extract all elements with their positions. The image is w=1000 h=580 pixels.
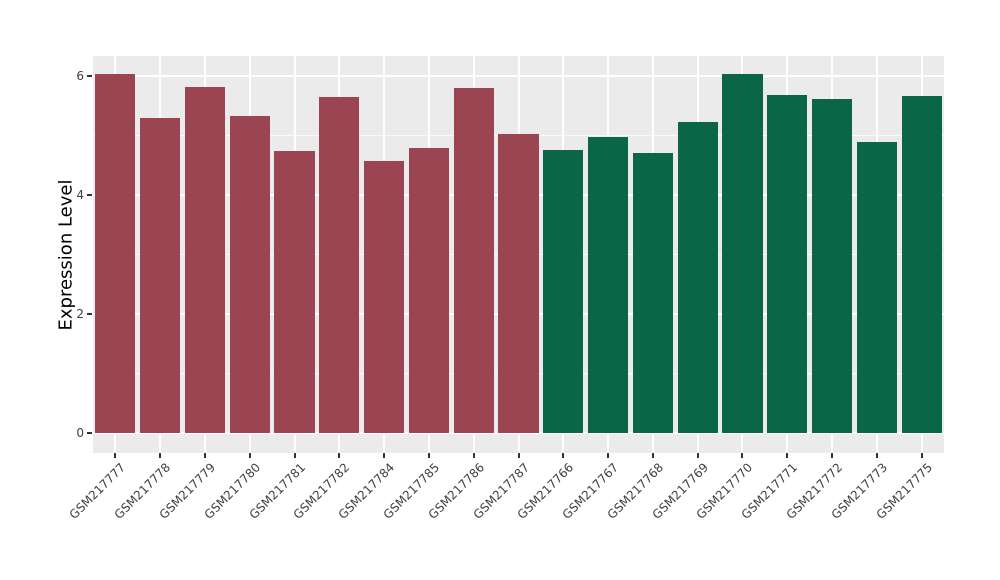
y-tick-label-4: 4 — [76, 188, 84, 202]
x-tick-mark-GSM217784 — [383, 453, 386, 458]
y-tick-label-0: 0 — [76, 426, 84, 440]
bar-GSM217773 — [856, 142, 897, 433]
x-tick-mark-GSM217771 — [786, 453, 789, 458]
bar-GSM217781 — [274, 151, 315, 433]
x-tick-mark-GSM217775 — [920, 453, 923, 458]
bar-GSM217766 — [543, 149, 584, 433]
y-tick-label-6: 6 — [76, 69, 84, 83]
y-tick-mark-4 — [87, 194, 92, 196]
bar-GSM217786 — [453, 87, 494, 433]
x-tick-mark-GSM217781 — [293, 453, 296, 458]
x-tick-mark-GSM217785 — [427, 453, 430, 458]
bar-GSM217785 — [408, 148, 450, 433]
x-tick-mark-GSM217779 — [204, 453, 206, 458]
bar-GSM217778 — [140, 117, 181, 433]
bar-GSM217782 — [319, 96, 360, 433]
bar-GSM217787 — [498, 134, 539, 433]
x-tick-mark-GSM217780 — [248, 453, 251, 458]
bar-GSM217768 — [632, 153, 673, 433]
bar-GSM217767 — [587, 137, 629, 433]
x-tick-mark-GSM217777 — [114, 453, 117, 458]
x-tick-mark-GSM217786 — [472, 453, 475, 458]
y-tick-mark-0 — [87, 432, 92, 434]
y-tick-label-2: 2 — [76, 307, 84, 321]
bar-GSM217771 — [767, 95, 808, 433]
x-tick-mark-GSM217767 — [607, 453, 610, 458]
x-tick-mark-GSM217768 — [651, 453, 654, 458]
bar-GSM217779 — [184, 86, 226, 433]
bar-GSM217784 — [364, 160, 405, 433]
plot-panel — [93, 56, 944, 453]
y-tick-mark-2 — [87, 313, 92, 315]
y-tick-mark-6 — [87, 75, 92, 77]
x-tick-mark-GSM217778 — [159, 453, 162, 458]
x-tick-mark-GSM217787 — [517, 453, 520, 458]
x-tick-mark-GSM217770 — [741, 453, 744, 458]
bar-GSM217780 — [229, 115, 270, 433]
bar-GSM217777 — [95, 73, 136, 433]
bar-GSM217775 — [901, 96, 942, 433]
x-tick-mark-GSM217769 — [696, 453, 699, 458]
x-tick-mark-GSM217773 — [875, 453, 878, 458]
bar-GSM217770 — [722, 74, 763, 433]
bar-GSM217772 — [811, 98, 853, 433]
x-tick-mark-GSM217772 — [831, 453, 833, 458]
bar-GSM217769 — [677, 121, 718, 433]
x-tick-mark-GSM217766 — [562, 453, 565, 458]
x-tick-mark-GSM217782 — [338, 453, 341, 458]
